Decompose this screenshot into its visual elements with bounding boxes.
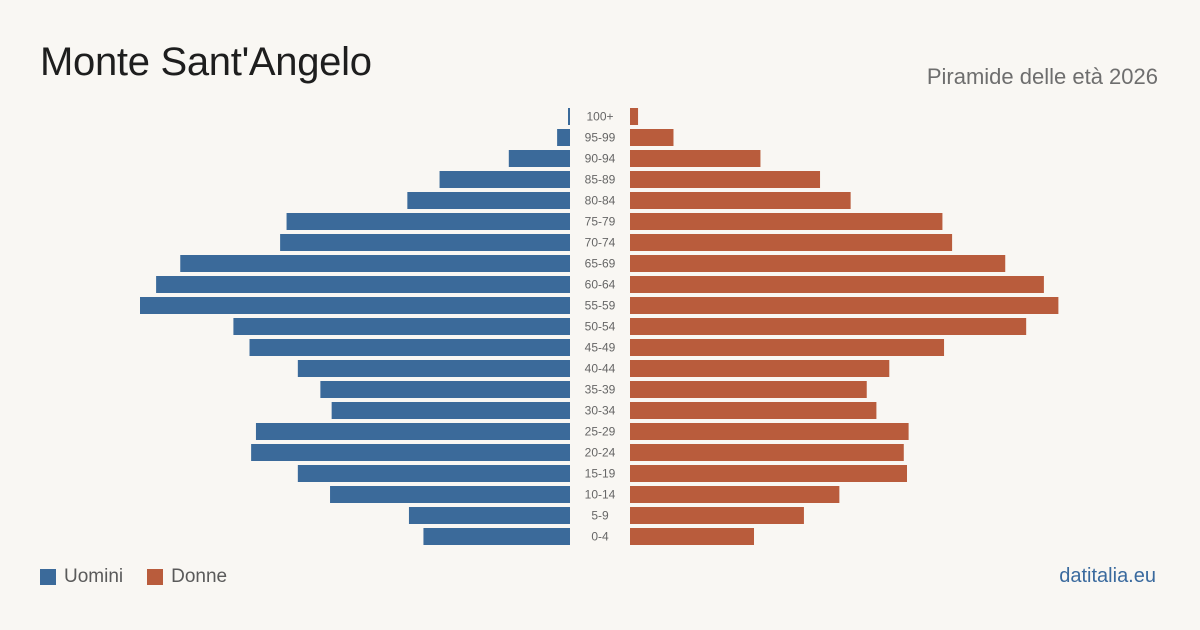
bar-men-35-39 [320, 381, 570, 398]
bar-women-90-94 [630, 150, 761, 167]
age-label-20-24: 20-24 [585, 446, 616, 460]
bar-women-15-19 [630, 465, 908, 482]
age-label-55-59: 55-59 [585, 299, 616, 313]
bar-men-55-59 [140, 297, 570, 314]
bar-men-5-9 [408, 507, 570, 524]
legend-item-men: Uomini [40, 566, 123, 588]
age-label-0-4: 0-4 [591, 530, 609, 544]
bar-women-80-84 [630, 192, 851, 209]
bar-men-90-94 [508, 150, 570, 167]
age-label-25-29: 25-29 [585, 425, 616, 439]
bar-men-80-84 [407, 192, 570, 209]
age-label-85-89: 85-89 [585, 173, 616, 187]
bar-men-10-14 [330, 486, 570, 503]
bar-men-15-19 [297, 465, 570, 482]
bar-men-85-89 [439, 171, 570, 188]
bar-women-95-99 [630, 129, 674, 146]
bar-men-20-24 [251, 444, 570, 461]
bar-men-95-99 [557, 129, 570, 146]
bar-women-30-34 [630, 402, 877, 419]
bar-women-5-9 [630, 507, 804, 524]
bar-women-70-74 [630, 234, 953, 251]
age-label-60-64: 60-64 [585, 278, 616, 292]
legend-item-women: Donne [147, 566, 227, 588]
legend-label-men: Uomini [64, 566, 124, 587]
age-label-45-49: 45-49 [585, 341, 616, 355]
bar-men-75-79 [286, 213, 570, 230]
legend-label-women: Donne [171, 566, 228, 587]
age-label-70-74: 70-74 [585, 236, 616, 250]
age-label-5-9: 5-9 [591, 509, 609, 523]
bar-women-50-54 [630, 318, 1027, 335]
age-label-40-44: 40-44 [585, 362, 616, 376]
age-label-15-19: 15-19 [585, 467, 616, 481]
age-label-80-84: 80-84 [585, 194, 616, 208]
bar-men-30-34 [331, 402, 570, 419]
age-label-50-54: 50-54 [585, 320, 616, 334]
legend: Uomini Donne [40, 566, 227, 588]
bar-women-35-39 [630, 381, 867, 398]
legend-swatch-women [147, 569, 164, 585]
bar-women-100-plus [630, 108, 639, 125]
age-label-75-79: 75-79 [585, 215, 616, 229]
chart-title: Monte Sant'Angelo [40, 40, 372, 84]
bar-women-60-64 [630, 276, 1044, 293]
bar-women-10-14 [630, 486, 840, 503]
bar-men-45-49 [249, 339, 570, 356]
bar-women-40-44 [630, 360, 890, 377]
age-label-90-94: 90-94 [585, 152, 616, 166]
age-label-35-39: 35-39 [585, 383, 616, 397]
age-label-65-69: 65-69 [585, 257, 616, 271]
bar-women-0-4 [630, 528, 755, 545]
bar-men-60-64 [156, 276, 571, 293]
bar-women-55-59 [630, 297, 1059, 314]
age-label-95-99: 95-99 [585, 131, 616, 145]
age-label-100-plus: 100+ [586, 110, 613, 124]
bar-women-85-89 [630, 171, 821, 188]
bar-men-25-29 [255, 423, 570, 440]
bar-women-65-69 [630, 255, 1006, 272]
bar-men-40-44 [297, 360, 570, 377]
bar-men-65-69 [180, 255, 570, 272]
bar-women-45-49 [630, 339, 945, 356]
legend-swatch-men [40, 569, 56, 585]
age-label-30-34: 30-34 [585, 404, 616, 418]
bar-women-75-79 [630, 213, 943, 230]
chart-subtitle: Piramide delle età 2026 [926, 64, 1158, 89]
bar-women-25-29 [630, 423, 909, 440]
source-link[interactable]: datitalia.eu [1059, 565, 1156, 587]
bar-men-50-54 [233, 318, 570, 335]
bar-men-70-74 [280, 234, 570, 251]
bar-men-100-plus [568, 108, 570, 125]
age-label-10-14: 10-14 [585, 488, 616, 502]
bar-men-0-4 [423, 528, 570, 545]
bar-women-20-24 [630, 444, 904, 461]
